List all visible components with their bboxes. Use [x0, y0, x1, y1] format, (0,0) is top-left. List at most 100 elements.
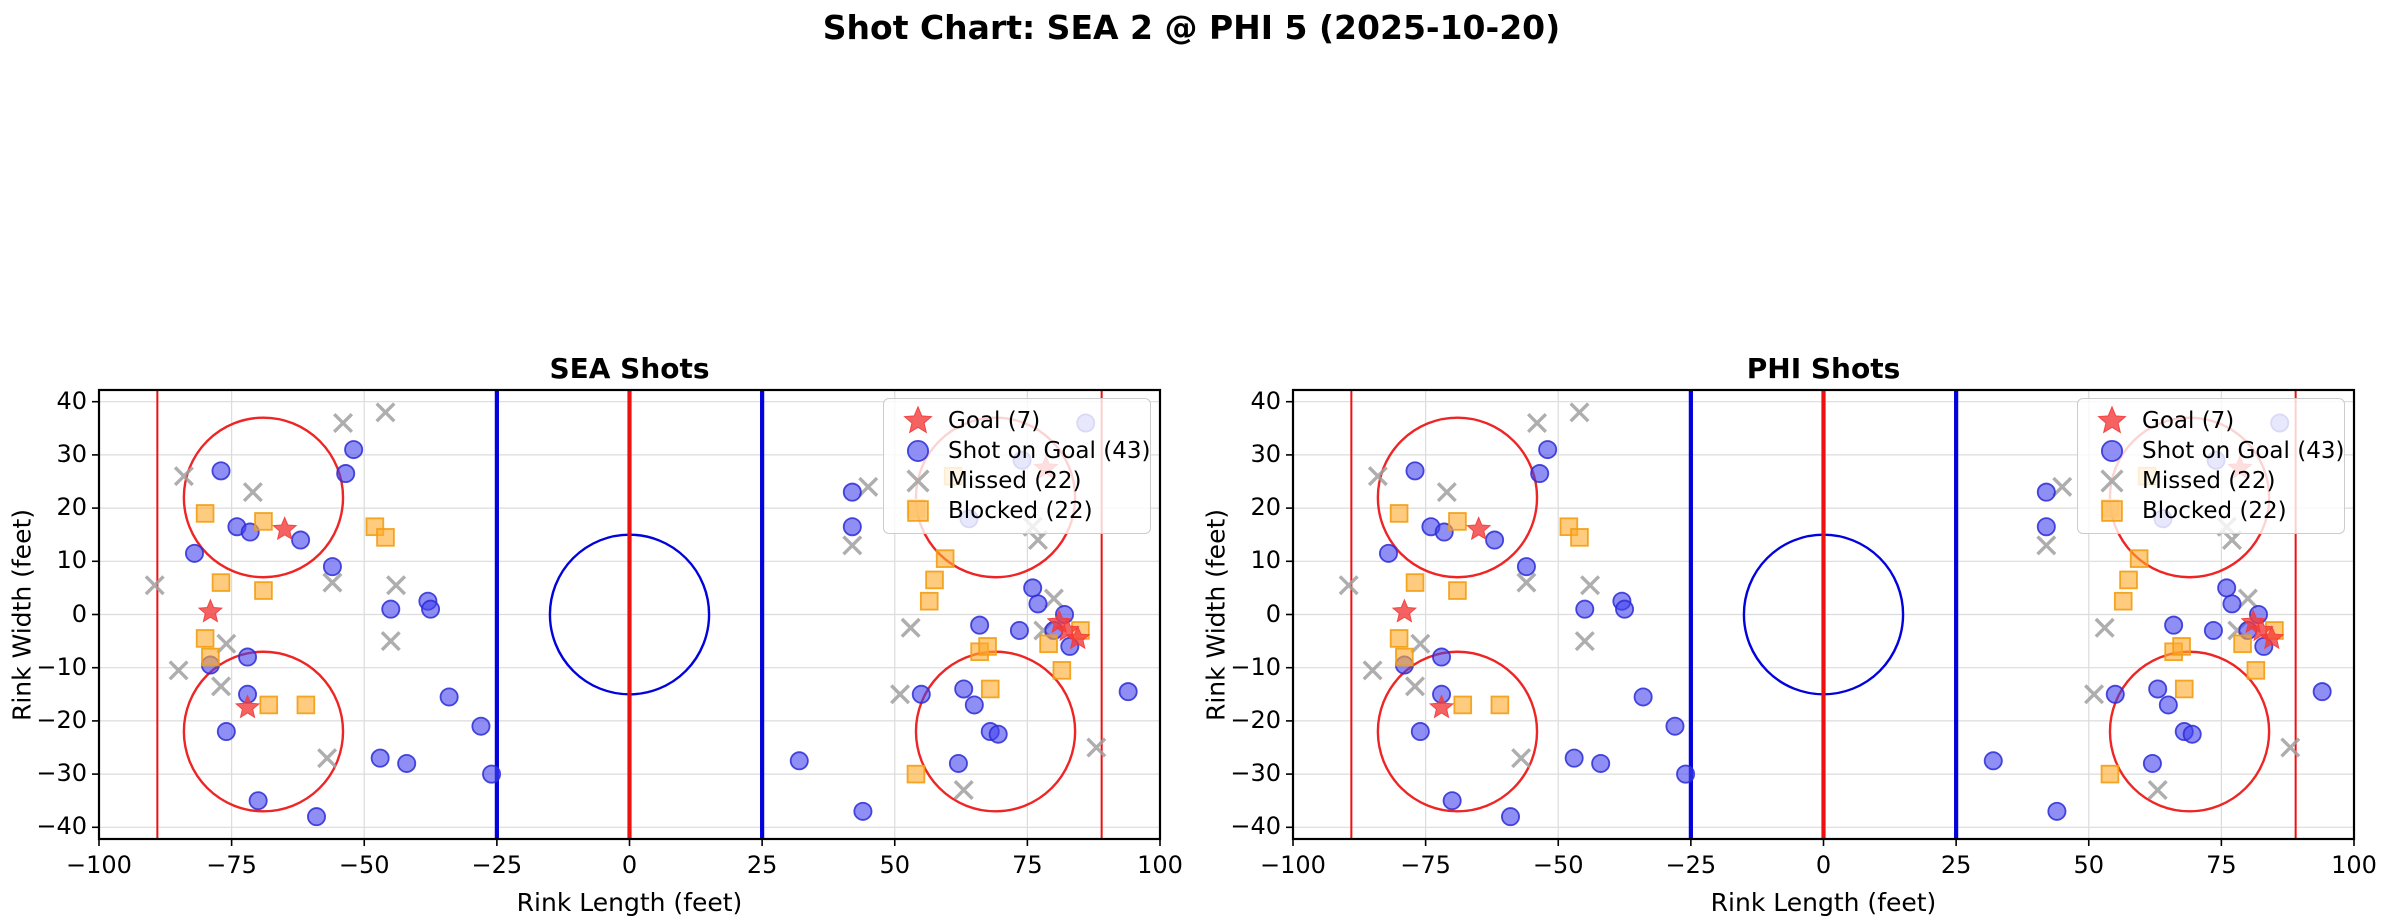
- missed-marker: [2084, 684, 2105, 705]
- goal-marker: [1065, 625, 1091, 650]
- y-tick-label: 30: [1250, 439, 1281, 468]
- y-tick-label: 20: [56, 493, 87, 522]
- sog-marker: [184, 543, 204, 563]
- sog-marker: [2105, 684, 2125, 704]
- sog-marker: [1538, 440, 1558, 460]
- missed-marker: [2280, 737, 2301, 758]
- blocked-marker: [935, 549, 955, 568]
- sog-marker: [2142, 753, 2162, 773]
- missed-marker: [2052, 476, 2073, 497]
- square-legend-icon: [2101, 500, 2123, 522]
- sog-marker: [1575, 599, 1595, 619]
- y-tick-label: 10: [56, 546, 87, 575]
- sog-marker: [842, 517, 862, 537]
- missed-marker: [386, 575, 407, 596]
- sog-marker: [1405, 461, 1425, 481]
- sog-marker: [1118, 682, 1138, 702]
- missed-marker: [858, 476, 879, 497]
- phi-shots-plot: PHI Shots Goal (7) Shot on Goal (43) Misse…: [1202, 352, 2377, 917]
- y-tick-label: −10: [36, 652, 87, 681]
- x-tick-label: 25: [1940, 851, 1972, 879]
- missed-marker: [890, 684, 911, 705]
- sog-marker: [1501, 807, 1521, 827]
- x-tick-label: 50: [2073, 851, 2105, 879]
- sog-marker: [1615, 599, 1635, 619]
- missed-marker: [1043, 588, 1064, 609]
- missed-marker: [322, 572, 343, 593]
- missed-marker: [1027, 530, 1048, 551]
- legend-label: Shot on Goal (43): [2142, 438, 2345, 464]
- blocked-marker: [1570, 528, 1589, 547]
- x-tick-label: −25: [471, 851, 523, 879]
- star-legend-icon: [903, 405, 933, 434]
- missed-marker: [216, 633, 237, 654]
- blocked-marker: [2101, 500, 2123, 522]
- sog-marker: [1983, 751, 2003, 771]
- blocked-marker: [195, 504, 215, 523]
- blocked-marker: [2246, 661, 2266, 680]
- legend: Goal (7) Shot on Goal (43) Missed (22) Bloc…: [883, 398, 1151, 534]
- sog-marker: [789, 751, 809, 771]
- legend-label: Goal (7): [2142, 408, 2235, 434]
- star-legend-icon: [2097, 405, 2127, 434]
- sog-marker: [439, 687, 459, 707]
- y-tick-label: −30: [1230, 759, 1281, 788]
- missed-marker: [1580, 575, 1601, 596]
- blocked-marker: [2129, 549, 2149, 568]
- sog-marker: [1633, 687, 1653, 707]
- sog-marker: [1378, 543, 1398, 563]
- legend: Goal (7) Shot on Goal (43) Missed (22) Bloc…: [2077, 398, 2345, 534]
- y-tick-label: −20: [1230, 705, 1281, 734]
- legend-item: Shot on Goal (43): [894, 436, 1150, 466]
- blocked-marker: [925, 570, 944, 590]
- sog-marker: [482, 764, 502, 784]
- faceoff-circle: [1376, 416, 1539, 579]
- x-tick-label: −100: [1260, 851, 1326, 879]
- blocked-marker: [1405, 573, 1425, 592]
- x-legend-icon: [2100, 469, 2124, 493]
- goal-marker: [197, 598, 224, 623]
- missed-marker: [842, 535, 863, 556]
- y-tick-label: 40: [56, 386, 87, 415]
- blocked-marker: [211, 573, 231, 592]
- y-tick-label: −30: [36, 759, 87, 788]
- missed-marker: [1527, 412, 1548, 433]
- x-tick-label: 75: [1012, 851, 1043, 879]
- goal-marker: [1428, 694, 1455, 719]
- sog-marker: [2203, 620, 2223, 640]
- sog-marker: [2164, 615, 2184, 635]
- y-tick-label: −40: [1230, 812, 1281, 841]
- blocked-marker: [195, 629, 215, 648]
- sog-marker: [853, 801, 873, 821]
- missed-marker: [1405, 676, 1426, 697]
- sog-marker: [322, 557, 342, 577]
- blocked-marker: [2100, 764, 2120, 784]
- x-tick-label: −100: [66, 851, 132, 879]
- goal-marker: [2097, 405, 2127, 434]
- x-tick-label: −75: [1400, 851, 1451, 879]
- sog-marker: [2158, 695, 2178, 715]
- legend-item: Missed (22): [2088, 466, 2338, 496]
- legend-item: Goal (7): [894, 405, 1144, 436]
- goal-marker: [903, 405, 933, 434]
- missed-marker: [1410, 633, 1431, 654]
- blocked-marker: [2119, 570, 2138, 590]
- sog-marker: [344, 440, 364, 460]
- missed-marker: [1574, 631, 1595, 652]
- legend-item: Goal (7): [2088, 405, 2338, 436]
- legend-item: Blocked (22): [2088, 496, 2338, 526]
- sog-marker: [307, 807, 327, 827]
- goal-marker: [272, 516, 298, 541]
- blocked-marker: [2113, 591, 2133, 611]
- missed-marker: [2094, 617, 2115, 638]
- missed-marker: [2036, 535, 2057, 556]
- x-tick-label: −50: [338, 851, 390, 879]
- sog-marker: [1665, 716, 1685, 736]
- sog-marker: [1676, 764, 1696, 784]
- faceoff-circle: [182, 416, 345, 579]
- axes-frame: [92, 388, 1162, 846]
- x-tick-label: 0: [621, 851, 638, 879]
- y-tick-label: −10: [1230, 652, 1281, 681]
- missed-marker: [1367, 466, 1388, 487]
